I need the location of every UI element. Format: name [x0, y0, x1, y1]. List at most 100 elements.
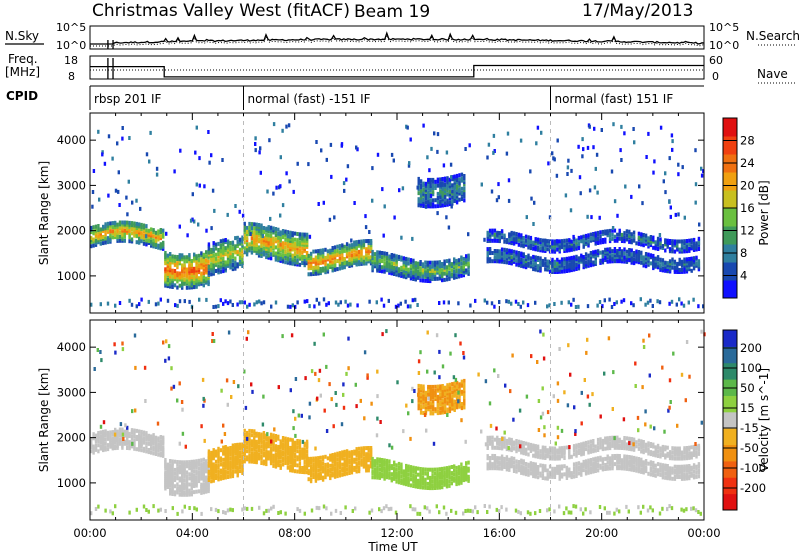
echo-cell	[433, 475, 437, 480]
echo-cell	[207, 242, 211, 247]
echo-cell	[200, 279, 203, 284]
echo-cell	[325, 506, 328, 511]
echo-cell	[243, 428, 246, 433]
echo-cell	[130, 434, 134, 439]
echo-cell	[451, 382, 454, 387]
echo-cell	[594, 235, 597, 240]
echo-cell	[360, 253, 363, 258]
echo-cell	[419, 189, 423, 194]
echo-cell	[378, 471, 381, 476]
echo-cell	[659, 265, 662, 270]
echo-cell	[241, 253, 244, 258]
echo-cell	[109, 438, 112, 443]
echo-cell	[424, 264, 427, 269]
echo-cell	[544, 263, 547, 268]
echo-cell	[188, 263, 191, 268]
echo-cell	[512, 237, 516, 242]
echo-cell	[446, 180, 449, 185]
echo-cell	[517, 242, 521, 247]
echo-cell	[457, 262, 461, 267]
echo-cell	[515, 250, 518, 255]
echo-cell	[443, 267, 446, 272]
echo-cell	[90, 511, 93, 516]
echo-cell	[594, 249, 597, 254]
echo-cell	[253, 431, 256, 436]
echo-cell	[460, 402, 464, 406]
echo-cell	[496, 259, 499, 264]
echo-cell	[214, 269, 218, 273]
echo-cell	[312, 464, 315, 469]
echo-cell	[421, 475, 425, 480]
echo-cell	[664, 248, 667, 253]
echo-cell	[572, 247, 576, 252]
echo-cell	[422, 123, 425, 128]
echo-cell	[565, 506, 568, 511]
echo-cell	[599, 250, 602, 255]
echo-cell	[368, 299, 371, 304]
echo-cell	[588, 124, 591, 129]
echo-cell	[274, 300, 278, 305]
echo-cell	[99, 436, 102, 441]
echo-cell	[623, 235, 626, 240]
echo-cell	[117, 189, 120, 194]
echo-cell	[325, 157, 328, 162]
echo-cell	[450, 481, 453, 486]
echo-cell	[441, 177, 444, 181]
echo-cell	[455, 395, 459, 400]
echo-cell	[405, 124, 408, 129]
echo-cell	[205, 268, 208, 273]
echo-cell	[564, 193, 568, 198]
echo-cell	[431, 384, 435, 389]
echo-cell	[365, 247, 368, 252]
echo-cell	[367, 448, 370, 453]
echo-cell	[190, 461, 193, 466]
echo-cell	[623, 131, 626, 136]
echo-cell	[272, 122, 276, 127]
echo-cell	[142, 446, 146, 451]
echo-cell	[434, 179, 437, 184]
echo-cell	[371, 256, 374, 261]
echo-cell	[462, 468, 465, 472]
echo-cell	[575, 254, 578, 259]
echo-cell	[229, 460, 232, 465]
echo-cell	[260, 245, 263, 250]
echo-cell	[253, 230, 256, 235]
echo-cell	[336, 244, 339, 249]
echo-cell	[462, 256, 465, 261]
echo-cell	[207, 487, 210, 492]
echo-cell	[140, 297, 143, 302]
echo-cell	[281, 442, 285, 447]
echo-cell	[397, 470, 401, 475]
echo-cell	[441, 183, 444, 188]
echo-cell	[269, 432, 273, 437]
echo-cell	[279, 246, 282, 251]
echo-cell	[618, 228, 621, 233]
echo-cell	[436, 403, 440, 407]
echo-cell	[369, 255, 373, 260]
echo-cell	[164, 466, 167, 471]
echo-cell	[303, 470, 306, 475]
echo-cell	[219, 468, 223, 473]
echo-cell	[309, 251, 313, 256]
echo-cell	[644, 302, 647, 307]
echo-cell	[613, 511, 616, 516]
echo-cell	[409, 258, 413, 263]
echo-cell	[443, 470, 446, 475]
echo-cell	[262, 453, 266, 458]
echo-cell	[260, 461, 263, 465]
echo-cell	[647, 238, 650, 243]
echo-cell	[664, 190, 667, 195]
echo-cell	[460, 462, 463, 467]
echo-cell	[343, 248, 346, 253]
echo-cell	[409, 465, 413, 470]
echo-cell	[529, 235, 533, 240]
echo-cell	[380, 509, 383, 514]
echo-cell	[498, 259, 501, 264]
echo-cell	[289, 232, 292, 237]
echo-cell	[154, 302, 158, 307]
echo-cell	[291, 464, 294, 469]
echo-cell	[429, 387, 432, 391]
echo-cell	[407, 464, 410, 469]
echo-cell	[319, 476, 322, 481]
echo-cell	[445, 265, 449, 270]
